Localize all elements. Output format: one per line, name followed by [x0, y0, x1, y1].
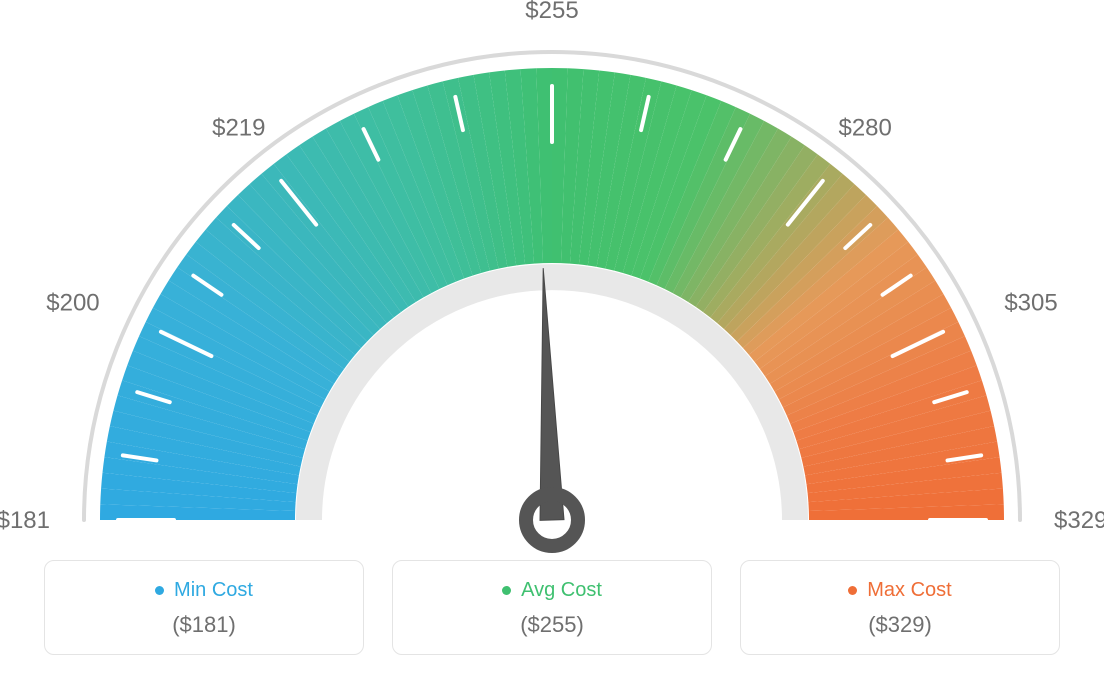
gauge-svg: $181 $200 $219 $255 $280 $305 $329 — [0, 0, 1104, 560]
legend-label: Max Cost — [867, 579, 951, 602]
legend-title-avg: Avg Cost — [502, 579, 602, 602]
legend-title-max: Max Cost — [848, 579, 951, 602]
legend-title-min: Min Cost — [155, 579, 253, 602]
tick-label: $329 — [1054, 507, 1104, 534]
dot-icon — [155, 586, 164, 595]
legend-card-avg: Avg Cost ($255) — [392, 560, 712, 655]
tick-label: $305 — [1004, 289, 1057, 316]
legend-card-max: Max Cost ($329) — [740, 560, 1060, 655]
gauge-chart: $181 $200 $219 $255 $280 $305 $329 — [0, 0, 1104, 560]
legend-value: ($181) — [55, 612, 353, 638]
tick-label: $280 — [838, 115, 891, 142]
dot-icon — [502, 586, 511, 595]
needle — [540, 268, 564, 520]
tick-label: $219 — [212, 115, 265, 142]
legend-row: Min Cost ($181) Avg Cost ($255) Max Cost… — [0, 560, 1104, 655]
dot-icon — [848, 586, 857, 595]
tick-label: $200 — [46, 289, 99, 316]
legend-value: ($255) — [403, 612, 701, 638]
legend-value: ($329) — [751, 612, 1049, 638]
legend-label: Min Cost — [174, 579, 253, 602]
tick-label: $255 — [525, 0, 578, 24]
legend-label: Avg Cost — [521, 579, 602, 602]
tick-label: $181 — [0, 507, 50, 534]
legend-card-min: Min Cost ($181) — [44, 560, 364, 655]
